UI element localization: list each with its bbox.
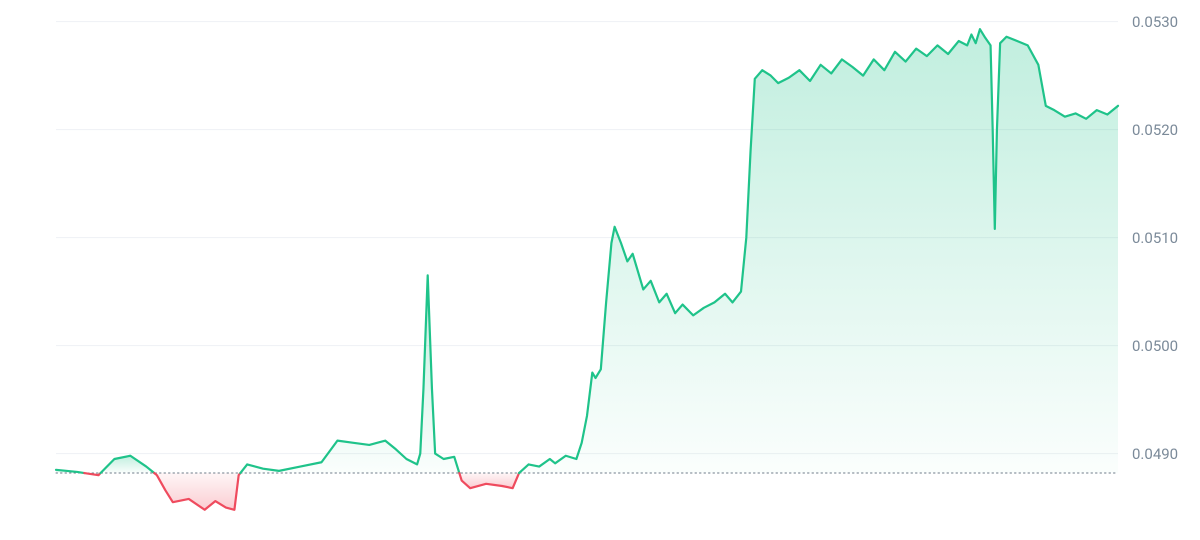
chart-svg bbox=[0, 0, 1200, 540]
y-tick-label: 0.0490 bbox=[1132, 445, 1178, 463]
price-chart: 0.0490 0.0500 0.0510 0.0520 0.0530 bbox=[0, 0, 1200, 540]
y-tick-label: 0.0500 bbox=[1132, 337, 1178, 355]
y-tick-label: 0.0530 bbox=[1132, 13, 1178, 31]
y-tick-label: 0.0510 bbox=[1132, 229, 1178, 247]
y-tick-label: 0.0520 bbox=[1132, 121, 1178, 139]
